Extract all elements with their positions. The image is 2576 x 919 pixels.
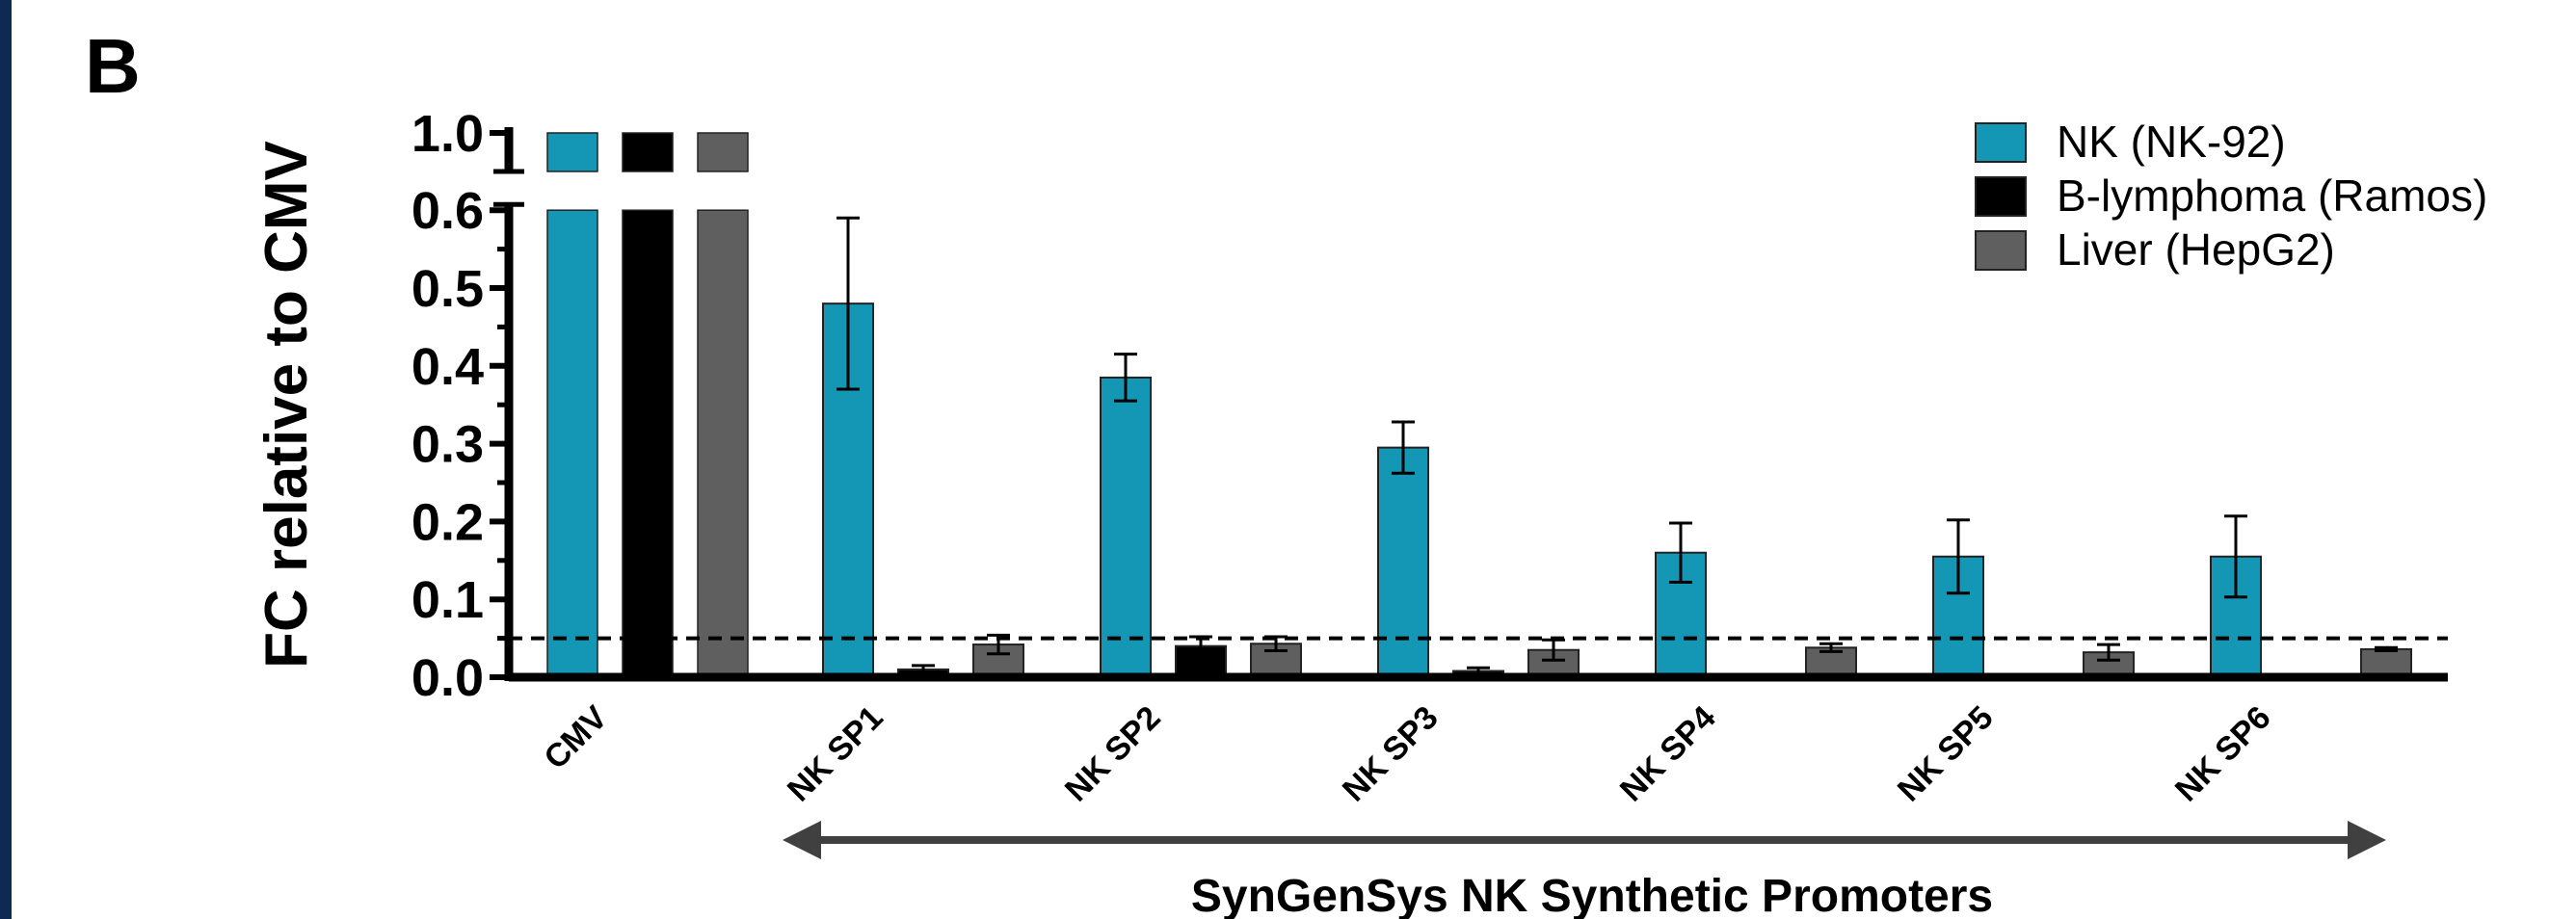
bar-top-cmv-series-1 (623, 133, 673, 171)
promoter-group-arrow (783, 821, 2386, 859)
y-axis-title: FC relative to CMV (253, 141, 320, 669)
arrow-right-head (2348, 821, 2386, 859)
y-tick-label: 0.2 (412, 493, 484, 551)
legend-swatch-1 (1976, 177, 2026, 216)
arrow-left-head (783, 821, 821, 859)
category-labels-layer: CMV NK SP1 NK SP2 NK SP3 NK SP4 NK SP5 NK SP6 (537, 699, 2277, 809)
y-tick-label: 0.1 (412, 571, 484, 629)
y-tick-label: 0.4 (412, 338, 484, 396)
bar-cmv-series-0 (547, 210, 598, 677)
x-tick-label: NK SP1 (781, 699, 890, 809)
legend-swatch-0 (1976, 123, 2026, 162)
legend-label-1: B-lymphoma (Ramos) (2057, 171, 2487, 221)
y-tick-label: 1.0 (412, 105, 484, 163)
y-tick-label: 0.6 (412, 182, 484, 240)
x-axis-group-title: SynGenSys NK Synthetic Promoters (1191, 871, 1993, 919)
legend: NK (NK-92)B-lymphoma (Ramos)Liver (HepG2… (1976, 117, 2487, 275)
bar-nk-sp3-series-0 (1378, 448, 1428, 677)
y-ticks-layer: 0.0 0.1 0.2 0.3 0.4 0.5 0.6 1.0 (412, 105, 509, 707)
bar-top-cmv-series-0 (547, 133, 598, 171)
bar-top-cmv-series-2 (698, 133, 748, 171)
x-tick-label: CMV (537, 699, 615, 777)
x-tick-label: NK SP5 (1891, 699, 2001, 809)
legend-swatch-2 (1976, 231, 2026, 270)
bar-cmv-series-1 (623, 210, 673, 677)
x-tick-label: NK SP6 (2168, 699, 2278, 809)
legend-label-2: Liver (HepG2) (2057, 224, 2335, 275)
y-tick-label: 0.0 (412, 649, 484, 707)
x-tick-label: NK SP3 (1336, 699, 1446, 809)
y-tick-label: 0.3 (412, 416, 484, 474)
y-tick-label: 0.5 (412, 260, 484, 318)
panel-label: B (85, 23, 141, 109)
legend-label-0: NK (NK-92) (2057, 117, 2286, 167)
x-tick-label: NK SP2 (1058, 699, 1168, 809)
bar-nk-sp2-series-0 (1101, 378, 1151, 677)
bar-cmv-series-2 (698, 210, 748, 677)
error-bars-layer (837, 218, 2398, 673)
x-tick-label: NK SP4 (1613, 699, 1723, 809)
